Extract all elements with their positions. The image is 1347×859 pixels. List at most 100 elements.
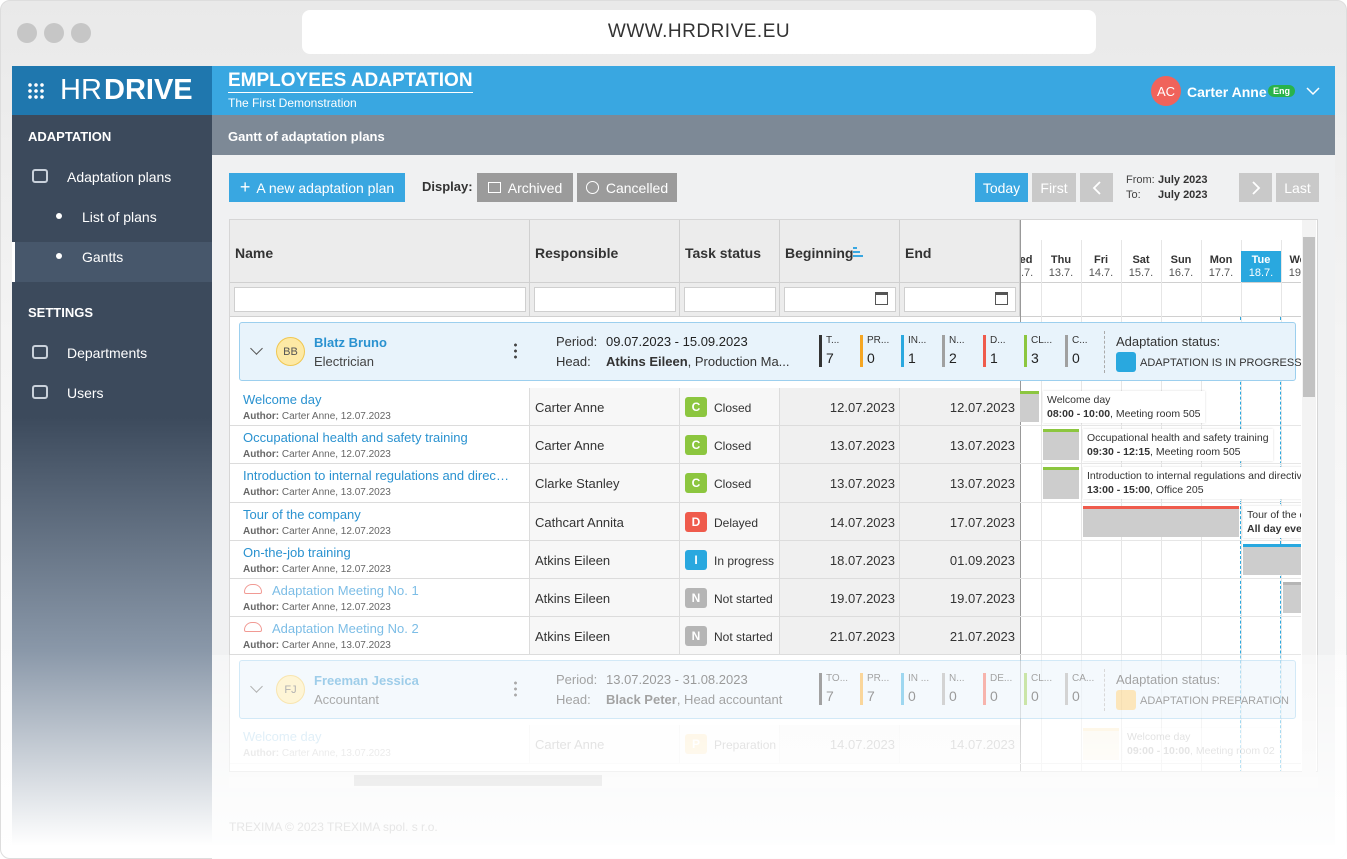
expand-chevron[interactable] [250, 342, 263, 355]
scroll-thumb[interactable] [354, 775, 602, 786]
apps-icon[interactable] [27, 82, 45, 100]
cell-divider [899, 426, 900, 464]
archived-button[interactable]: Archived [477, 173, 573, 202]
gantt-bar[interactable] [1083, 505, 1239, 537]
author-value: Carter Anne, 12.07.2023 [281, 602, 391, 613]
employee-name[interactable]: Freeman Jessica [314, 673, 419, 689]
header-row-divider [230, 282, 1301, 283]
menu-icon [32, 345, 48, 359]
cell-divider [679, 502, 680, 540]
cell-divider [899, 464, 900, 502]
gantt-bar[interactable] [1083, 728, 1119, 760]
task-name[interactable]: Introduction to internal regulations and… [243, 468, 510, 484]
gantt-bar[interactable] [1020, 391, 1039, 423]
author-label: Author: [243, 449, 280, 461]
menu-item[interactable]: Users [67, 385, 104, 401]
language-badge[interactable]: Eng [1268, 85, 1295, 97]
head-role: , Head accountant [676, 692, 783, 708]
user-name[interactable]: Carter Anne [1187, 84, 1267, 100]
plan-row[interactable]: FJ Freeman Jessica Accountant Period: 13.07.… [239, 660, 1296, 720]
task-name[interactable]: Adaptation Meeting No. 1 [272, 583, 419, 598]
day-name: Sat [1132, 254, 1150, 266]
gantt-bar[interactable] [1043, 429, 1079, 461]
plan-row[interactable]: BB Blatz Bruno Electrician Period: 09.07.202… [239, 322, 1302, 381]
author-value: Carter Anne, 12.07.2023 [281, 411, 391, 422]
sort-icon[interactable] [853, 247, 863, 257]
employee-name[interactable]: Blatz Bruno [314, 335, 387, 350]
prev-button[interactable] [1080, 173, 1113, 202]
menu-active-marker [12, 242, 15, 282]
head-label: Head: [556, 354, 591, 369]
task-name[interactable]: Tour of the company [243, 506, 361, 522]
bar-title: Welcome day [1047, 394, 1111, 406]
status-badge: N [685, 626, 707, 647]
today-button[interactable]: Today [975, 173, 1028, 202]
menu-item[interactable]: Gantts [82, 249, 124, 265]
url-bar[interactable]: WWW.HRDRIVE.EU [302, 10, 1096, 54]
beginning: 14.07.2023 [829, 514, 895, 530]
day-date: 13.7. [1048, 267, 1074, 279]
task-name[interactable]: Welcome day [243, 392, 322, 407]
scroll-thumb[interactable] [1303, 237, 1315, 397]
task-name[interactable]: Occupational health and safety training [243, 430, 468, 446]
date-cell-bg [780, 540, 1020, 578]
day-column-line [1081, 240, 1082, 771]
author-label: Author: [243, 640, 280, 652]
stat-label: CA... [1072, 673, 1095, 685]
cell-divider [679, 579, 680, 617]
stat-value: 0 [1031, 688, 1039, 705]
end: 21.07.2023 [949, 629, 1015, 645]
today-line [1240, 317, 1241, 771]
cancelled-button[interactable]: Cancelled [577, 173, 677, 202]
expand-chevron[interactable] [250, 680, 263, 694]
stat-bar [942, 335, 945, 367]
task-name[interactable]: Welcome day [243, 729, 322, 745]
bar-title: Introduction to internal regulations and… [1087, 470, 1301, 483]
filter-input[interactable] [784, 287, 896, 312]
task-name[interactable]: On-the-job training [243, 544, 351, 560]
cell-divider [779, 540, 780, 578]
day-date: 15.7. [1128, 267, 1154, 279]
stat-bar [1024, 673, 1027, 706]
column-divider [779, 220, 780, 317]
last-button[interactable]: Last [1276, 173, 1319, 202]
user-avatar[interactable]: AC [1151, 76, 1181, 106]
from-label: From: [1126, 174, 1155, 186]
calendar-icon[interactable] [875, 292, 888, 305]
bar-time: 08:00 - 10:00 [1047, 408, 1111, 420]
column-divider [529, 220, 530, 317]
author-value: Carter Anne, 12.07.2023 [281, 449, 391, 461]
menu-item[interactable]: Departments [67, 345, 148, 361]
cell-divider [679, 540, 680, 578]
menu-item[interactable]: Adaptation plans [67, 169, 172, 185]
column-header: Task status [685, 245, 761, 261]
stat-label: DE... [990, 673, 1013, 685]
next-button[interactable] [1239, 173, 1272, 202]
filter-input[interactable] [684, 287, 776, 312]
filter-input[interactable] [534, 287, 676, 312]
plan-menu[interactable] [514, 342, 517, 359]
filter-input[interactable] [234, 287, 526, 312]
column-header: Name [235, 245, 274, 261]
task-name[interactable]: Adaptation Meeting No. 2 [272, 621, 419, 637]
display-label: Display: [422, 179, 473, 194]
app-header [212, 66, 1335, 115]
gantt-bar[interactable] [1243, 543, 1301, 575]
plan-menu[interactable] [514, 680, 517, 698]
gantt-bar[interactable] [1043, 467, 1079, 499]
gantt-bar[interactable] [1283, 582, 1301, 614]
first-button[interactable]: First [1032, 173, 1076, 202]
task-row: Adaptation Meeting No. 1 Author: Carter A… [230, 579, 1020, 618]
filter-input[interactable] [904, 287, 1016, 312]
day-date: 19.7. [1288, 267, 1301, 279]
beginning: 21.07.2023 [829, 629, 895, 645]
menu-item[interactable]: List of plans [82, 209, 157, 225]
user-menu-chevron[interactable] [1306, 86, 1320, 96]
stat-bar [983, 335, 986, 367]
calendar-icon[interactable] [995, 292, 1008, 305]
new-plan-button[interactable]: + A new adaptation plan [229, 173, 405, 202]
day-name: Tue [1251, 254, 1271, 266]
stat-value: 0 [1072, 350, 1080, 366]
plan-avatar: FJ [276, 675, 305, 705]
day-column-line [1281, 240, 1282, 771]
